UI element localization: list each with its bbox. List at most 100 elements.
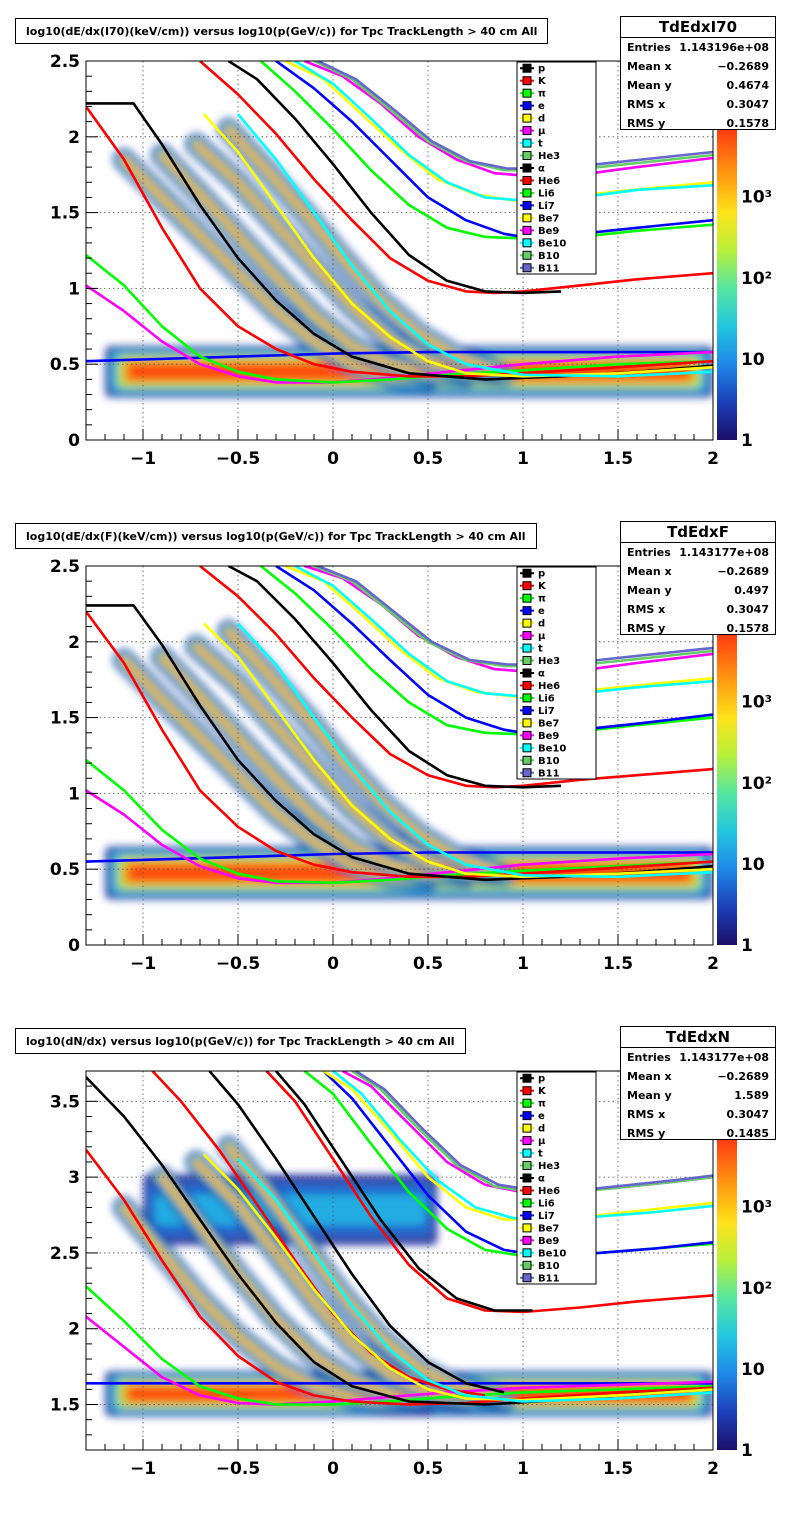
density-layer xyxy=(105,1135,713,1417)
legend-label: Be10 xyxy=(538,743,566,754)
legend-swatch xyxy=(522,200,532,210)
stats-row: RMS y 0.1485 xyxy=(621,1124,775,1143)
legend-swatch xyxy=(522,63,532,73)
stats-value: 0.497 xyxy=(734,584,769,597)
x-tick-label: −0.5 xyxy=(216,1459,260,1479)
series-line-7 xyxy=(199,566,713,789)
y-tick-label: 0.5 xyxy=(50,355,80,375)
legend-swatch xyxy=(522,113,532,123)
stats-row: RMS y 0.1578 xyxy=(621,114,775,133)
stats-value: 0.4674 xyxy=(726,79,769,92)
legend-swatch xyxy=(522,138,532,148)
series-line-9 xyxy=(259,61,713,240)
series-line-3 xyxy=(86,610,713,879)
plot-frame xyxy=(85,565,714,946)
legend-label: t xyxy=(538,644,543,655)
series-line-14 xyxy=(332,1071,713,1221)
x-tick-label: 0 xyxy=(327,1459,339,1479)
series-line-0 xyxy=(86,350,713,363)
stats-value: 0.1578 xyxy=(726,622,769,635)
color-bar-label: 10³ xyxy=(741,1198,772,1218)
color-bar-label: 1 xyxy=(741,431,753,451)
legend-label: d xyxy=(538,114,545,125)
y-tick-label: 1.5 xyxy=(50,204,80,224)
legend-swatch xyxy=(522,1198,532,1208)
series-line-10 xyxy=(275,566,713,735)
series-line-8 xyxy=(227,61,562,295)
x-tick-label: 0.5 xyxy=(413,1459,443,1479)
legend-swatch xyxy=(522,1123,532,1133)
y-tick-label: 2 xyxy=(68,1320,80,1340)
stats-label: Mean y xyxy=(627,1089,672,1102)
legend-label: K xyxy=(538,1086,547,1097)
x-tick-label: 0.5 xyxy=(413,449,443,469)
legend-label: Be10 xyxy=(538,238,566,249)
legend-label: α xyxy=(538,1174,545,1185)
legend-label: Be9 xyxy=(538,731,559,742)
legend-swatch xyxy=(522,1098,532,1108)
legend-label: Be9 xyxy=(538,1236,559,1247)
legend-swatch xyxy=(522,1185,532,1195)
legend-swatch xyxy=(522,1273,532,1283)
series-line-2 xyxy=(86,253,713,384)
legend-swatch xyxy=(522,1161,532,1171)
legend-label: K xyxy=(538,76,547,87)
legend-label: B11 xyxy=(538,768,560,779)
legend-label: Be10 xyxy=(538,1248,566,1259)
legend-swatch xyxy=(522,126,532,136)
x-tick-label: 0 xyxy=(327,954,339,974)
legend-swatch xyxy=(522,656,532,666)
y-tick-label: 2.5 xyxy=(50,52,80,72)
axis-ticks: −1 −0.5 0 0.5 1 1.5 2 0 0.5 1 1.5 2 2.5 xyxy=(50,557,719,974)
color-scale: 11010²10³10⁴ xyxy=(717,1109,772,1461)
stats-box: TdEdxN Entries 1.143177e+08 Mean x −0.2689… xyxy=(620,1026,776,1140)
legend-label: π xyxy=(538,594,546,605)
legend-label: Be7 xyxy=(538,213,559,224)
legend-swatch xyxy=(522,1223,532,1233)
legend-label: He6 xyxy=(538,681,560,692)
series-line-10 xyxy=(275,61,713,239)
y-tick-label: 0 xyxy=(68,936,80,956)
stats-box: TdEdxF Entries 1.143177e+08 Mean x −0.2689… xyxy=(620,521,776,635)
series-line-7 xyxy=(199,61,713,295)
series-line-13 xyxy=(304,566,713,674)
legend-swatch xyxy=(522,1148,532,1158)
legend-swatch xyxy=(522,88,532,98)
legend-swatch xyxy=(522,705,532,715)
legend-swatch xyxy=(522,1248,532,1258)
color-bar-label: 10³ xyxy=(741,188,772,208)
x-tick-label: −0.5 xyxy=(216,954,260,974)
legend-label: e xyxy=(538,101,545,112)
legend-swatch xyxy=(522,163,532,173)
legend-label: d xyxy=(538,1124,545,1135)
legend-swatch xyxy=(522,213,532,223)
legend-label: p xyxy=(538,569,545,580)
y-tick-label: 3.5 xyxy=(50,1092,80,1112)
density-band xyxy=(159,152,469,379)
legend-swatch xyxy=(522,680,532,690)
series-line-6 xyxy=(208,1071,505,1394)
stats-label: RMS x xyxy=(627,1108,666,1121)
legend-label: Li6 xyxy=(538,1198,555,1209)
series-line-6 xyxy=(237,622,713,879)
color-bar-label: 10² xyxy=(741,774,772,794)
legend-label: Li6 xyxy=(538,693,555,704)
y-tick-label: 1.5 xyxy=(50,1396,80,1416)
legend-swatch xyxy=(522,730,532,740)
series-line-2 xyxy=(86,758,713,885)
axis-ticks: −1 −0.5 0 0.5 1 1.5 2 1.5 2 2.5 3 3.5 xyxy=(50,1070,719,1479)
y-tick-label: 0 xyxy=(68,431,80,451)
x-tick-label: 2 xyxy=(707,1459,719,1479)
series-line-13 xyxy=(322,1071,713,1221)
chart-title: log10(dE/dx(I70)(keV/cm)) versus log10(p… xyxy=(15,18,549,44)
stats-row: RMS y 0.1578 xyxy=(621,619,775,638)
y-tick-label: 2.5 xyxy=(50,1244,80,1264)
series-line-8 xyxy=(237,1158,713,1403)
x-tick-label: 1 xyxy=(517,449,529,469)
legend-swatch xyxy=(522,238,532,248)
stats-label: Mean y xyxy=(627,79,672,92)
